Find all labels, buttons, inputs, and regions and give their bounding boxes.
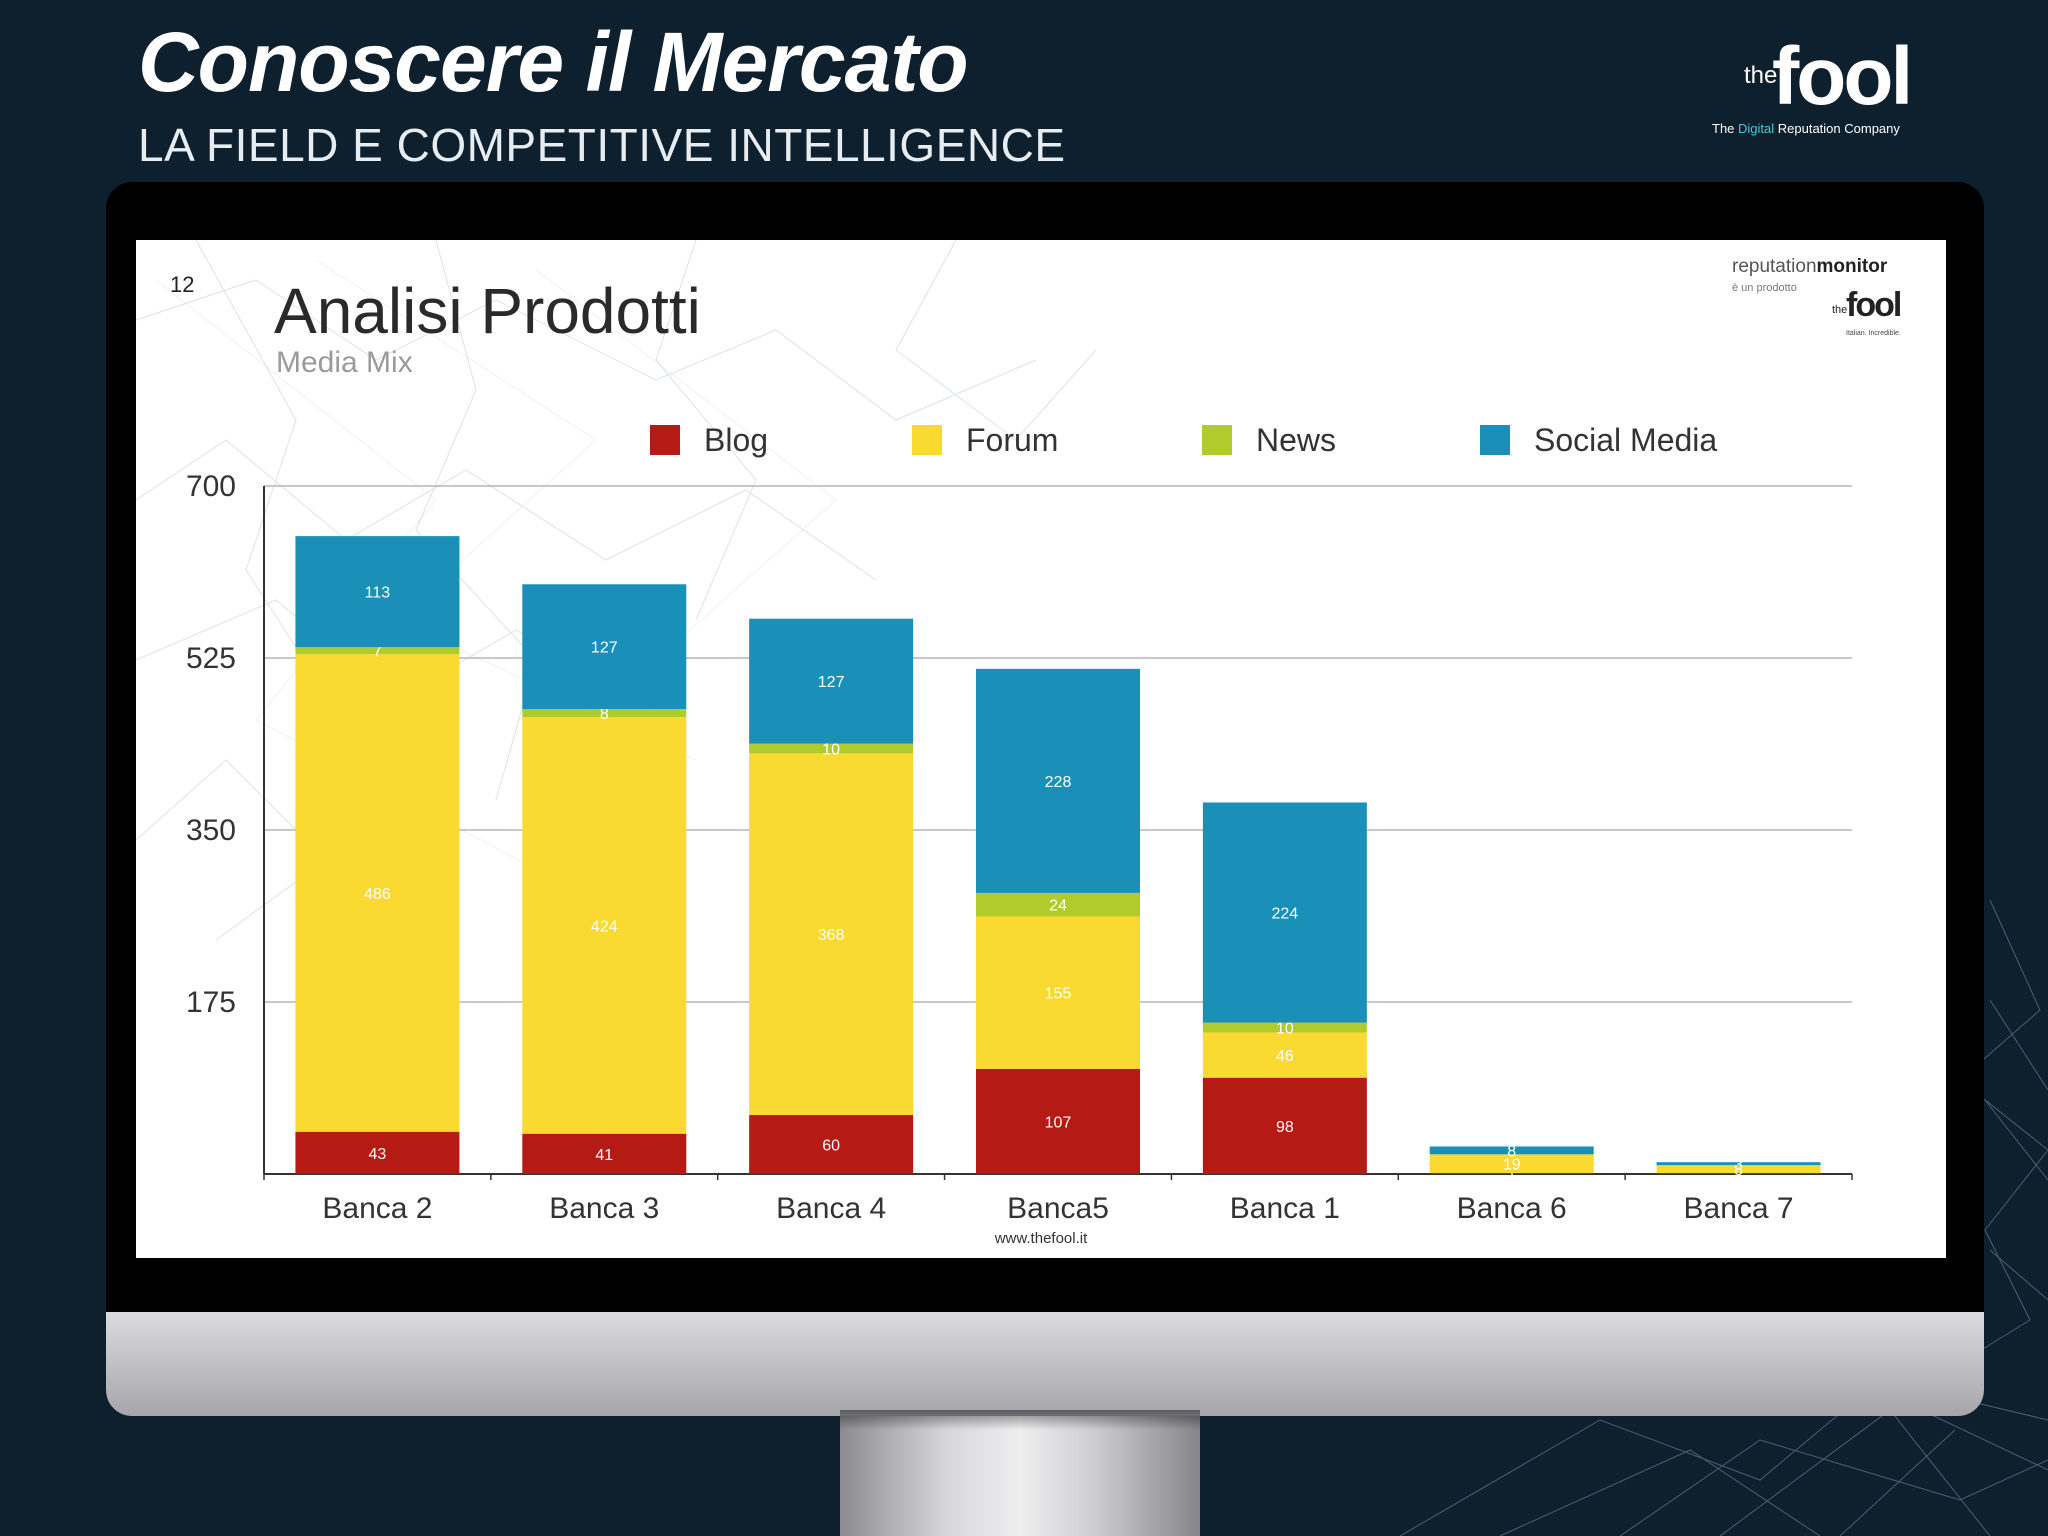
legend-swatch-news: [1202, 425, 1232, 455]
x-tick-label-banca5: Banca5: [1007, 1192, 1109, 1225]
x-tick-label-banca-2: Banca 2: [322, 1192, 432, 1225]
data-label-blog-banca-3: 41: [595, 1147, 613, 1164]
legend-swatch-blog: [650, 425, 680, 455]
bar-news-banca-2: [295, 647, 460, 655]
stacked-bar-chart: 175 350 525 700 43 486 7 113 Banca 2 41 424 8 127 Ban…: [186, 470, 1853, 1225]
bar-blog-banca-2: [295, 1131, 460, 1174]
slide-subtitle: LA FIELD E COMPETITIVE INTELLIGENCE: [138, 119, 1066, 171]
data-label-blog-banca-2: 43: [369, 1146, 387, 1163]
data-label-social-media-banca-7: 3: [1734, 1157, 1743, 1174]
brand-fool: fool: [1772, 31, 1913, 122]
bar-forum-banca5: [976, 916, 1140, 1069]
bar-social-media-banca-3: [522, 584, 687, 710]
bar-blog-banca5: [976, 1068, 1140, 1174]
data-label-blog-banca-1: 98: [1276, 1119, 1294, 1136]
monitor-stand: [840, 1410, 1200, 1536]
legend-label-social-media: Social Media: [1534, 421, 1718, 458]
rm-logo-line1: reputationmonitor: [1732, 256, 1888, 277]
legend-item-forum: Forum: [912, 420, 1058, 460]
data-label-blog-banca5: 107: [1045, 1114, 1072, 1131]
data-label-forum-banca-7: 8: [1734, 1162, 1743, 1179]
data-label-forum-banca-4: 368: [818, 927, 845, 944]
legend-item-social-media: Social Media: [1480, 420, 1717, 460]
bar-social-media-banca-6: [1429, 1146, 1594, 1155]
bar-social-media-banca-2: [295, 536, 460, 648]
bar-social-media-banca-1: [1202, 802, 1367, 1023]
bar-social-media-banca-4: [749, 618, 914, 744]
bar-forum-banca-7: [1656, 1165, 1821, 1174]
data-label-blog-banca-4: 60: [822, 1138, 840, 1155]
legend-swatch-forum: [912, 425, 942, 455]
legend-label-forum: Forum: [966, 421, 1059, 458]
data-label-forum-banca-1: 46: [1276, 1048, 1294, 1065]
y-tick-label-525: 525: [186, 642, 236, 675]
bar-blog-banca-6: [1429, 1173, 1594, 1174]
bar-news-banca-3: [522, 709, 687, 717]
bar-forum-banca-2: [295, 654, 460, 1132]
slide-title: Conoscere il Mercato: [138, 15, 969, 109]
data-label-social-media-banca-1: 224: [1272, 906, 1299, 923]
x-tick-label-banca-6: Banca 6: [1457, 1192, 1567, 1225]
bar-blog-banca-1: [1202, 1077, 1367, 1174]
data-label-social-media-banca-4: 127: [818, 674, 845, 691]
monitor-chin: [106, 1312, 1984, 1416]
data-label-news-banca-1: 10: [1276, 1021, 1294, 1038]
legend-swatch-social-media: [1480, 425, 1510, 455]
slide-page-number: 12: [170, 272, 195, 297]
bar-blog-banca-3: [522, 1133, 687, 1174]
data-label-forum-banca5: 155: [1045, 986, 1072, 1003]
y-tick-label-350: 350: [186, 814, 236, 847]
bar-forum-banca-3: [522, 716, 687, 1134]
x-tick-label-banca-1: Banca 1: [1230, 1192, 1340, 1225]
data-label-blog-banca-6: 1: [1507, 1167, 1516, 1184]
data-label-social-media-banca5: 228: [1045, 774, 1072, 791]
bar-social-media-banca-7: [1656, 1162, 1821, 1166]
legend-label-news: News: [1256, 421, 1337, 458]
data-label-forum-banca-6: 19: [1503, 1157, 1521, 1174]
bar-news-banca5: [976, 892, 1140, 917]
brand-tagline: The Digital Reputation Company: [1712, 121, 1900, 136]
data-label-social-media-banca-6: 8: [1507, 1143, 1516, 1160]
x-tick-label-banca-3: Banca 3: [549, 1192, 659, 1225]
bar-social-media-banca5: [976, 668, 1140, 893]
bar-blog-banca-4: [749, 1115, 914, 1174]
bar-forum-banca-4: [749, 753, 914, 1116]
bar-forum-banca-6: [1429, 1154, 1594, 1174]
data-label-social-media-banca-2: 113: [365, 585, 391, 602]
data-label-news-banca-3: 8: [600, 706, 609, 723]
bar-forum-banca-1: [1202, 1032, 1367, 1078]
rm-logo-line2: è un prodotto: [1732, 282, 1797, 294]
bar-news-banca-1: [1202, 1022, 1367, 1033]
bar-blog-banca-7: [1656, 1173, 1821, 1174]
rm-fool-logo: the fool Italian. Incredible.: [1832, 286, 1902, 337]
brand-the: the: [1744, 62, 1778, 89]
x-tick-label-banca-7: Banca 7: [1684, 1192, 1794, 1225]
data-label-news-banca-4: 10: [822, 741, 840, 758]
reputation-monitor-logo: reputationmonitor è un prodotto the fool…: [1732, 256, 1932, 337]
legend-item-blog: Blog: [650, 420, 768, 460]
y-tick-label-700: 700: [186, 470, 236, 503]
data-label-social-media-banca-3: 127: [591, 640, 618, 657]
chart-title: Analisi Prodotti: [274, 275, 701, 347]
monitor-screen: 12 Analisi Prodotti Media Mix reputation…: [136, 240, 1946, 1258]
data-label-news-banca5: 24: [1049, 898, 1067, 915]
y-tick-label-175: 175: [186, 986, 236, 1019]
legend-item-news: News: [1202, 420, 1336, 460]
brand-logo: the fool The Digital Reputation Company: [1700, 31, 1913, 140]
monitor-stand-shadow: [840, 1410, 1200, 1430]
data-label-news-banca-2: 7: [373, 644, 382, 661]
chart-subtitle: Media Mix: [276, 346, 413, 379]
data-label-forum-banca-2: 486: [364, 886, 391, 903]
footer-url: www.thefool.it: [994, 1230, 1088, 1247]
legend-label-blog: Blog: [704, 421, 769, 458]
bar-news-banca-4: [749, 743, 914, 754]
x-tick-label-banca-4: Banca 4: [776, 1192, 886, 1225]
data-label-forum-banca-3: 424: [591, 918, 618, 935]
